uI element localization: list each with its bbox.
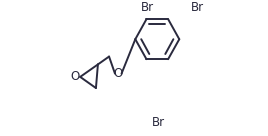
Text: O: O <box>70 70 80 83</box>
Text: O: O <box>114 67 123 80</box>
Text: Br: Br <box>191 1 204 15</box>
Text: Br: Br <box>141 1 154 15</box>
Text: Br: Br <box>152 116 165 129</box>
